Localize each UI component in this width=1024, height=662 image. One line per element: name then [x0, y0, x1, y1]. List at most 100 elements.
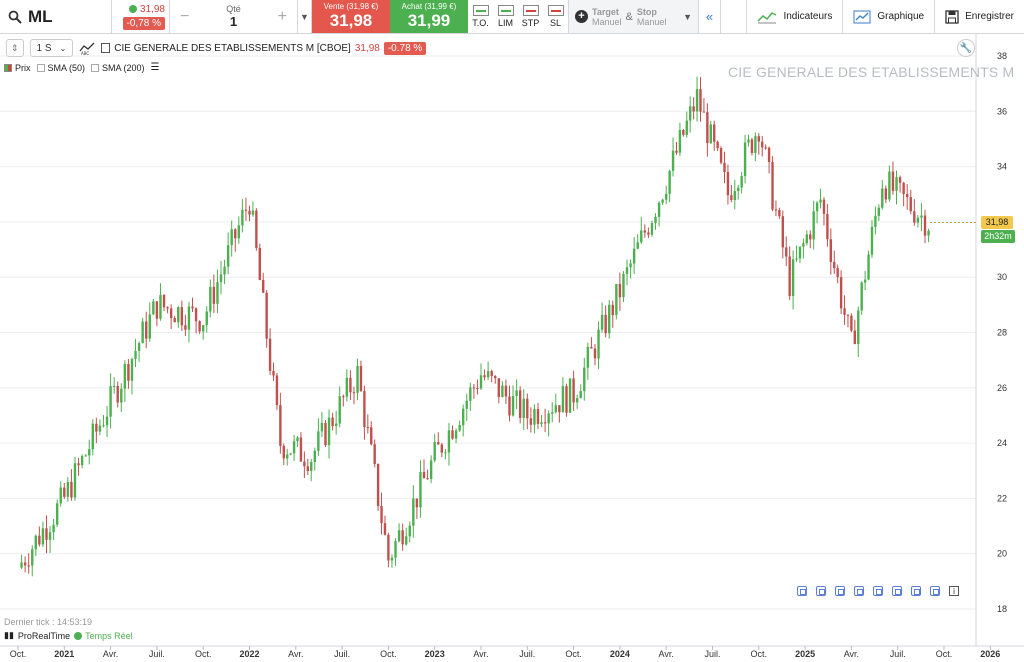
sell-button[interactable]: Vente (31,98 €) 31,98	[312, 0, 390, 33]
candle-body	[647, 232, 650, 235]
brand-label: ProRealTime	[17, 630, 71, 641]
event-icon[interactable]	[911, 586, 921, 596]
candle-body	[216, 282, 219, 304]
save-button[interactable]: Enregistrer	[934, 0, 1024, 33]
candle-body	[846, 314, 850, 316]
symbol-search[interactable]: ML	[0, 0, 112, 33]
candle-body	[255, 210, 258, 248]
candle-body	[320, 422, 324, 432]
indicators-button[interactable]: Indicateurs	[746, 0, 843, 33]
candle-body	[774, 209, 778, 211]
x-tick-label: Oct.	[936, 649, 953, 659]
info-icon[interactable]: i	[949, 586, 959, 596]
candle-body	[180, 307, 184, 326]
legend-item-sma200[interactable]: SMA (200)	[91, 63, 145, 73]
list-icon[interactable]: ☰	[150, 62, 160, 73]
candle-body	[486, 371, 490, 378]
legend-item-price[interactable]: Prix	[4, 63, 31, 73]
price-chart[interactable]: 1820222426283032343638Oct.2021Avr.Juil.O…	[0, 34, 1024, 662]
chart-type-icon: ABC	[79, 42, 95, 55]
candle-body	[483, 375, 486, 378]
sma200-checkbox[interactable]	[91, 63, 100, 72]
timeframe-select[interactable]: 1 S ⌄	[29, 39, 74, 57]
event-icon[interactable]	[930, 586, 940, 596]
candle-body	[45, 528, 48, 540]
event-icon[interactable]	[854, 586, 864, 596]
candle-body	[778, 210, 781, 217]
legend-item-sma50[interactable]: SMA (50)	[36, 63, 85, 73]
candle-body	[299, 437, 303, 462]
candle-body	[258, 247, 261, 280]
graphique-label: Graphique	[877, 11, 925, 22]
x-tick-label: Oct.	[195, 649, 212, 659]
candle-body	[282, 445, 285, 459]
instrument-name: CIE GENERALE DES ETABLISSEMENTS M [CBOE]	[114, 42, 351, 54]
candle-body	[433, 442, 436, 461]
target-stop-control[interactable]: + Target Manuel & Stop Manuel ▼	[569, 0, 699, 33]
candle-body	[678, 129, 682, 153]
candle-body	[643, 230, 647, 233]
chart-settings-button[interactable]: Graphique	[842, 0, 935, 33]
scroll-arrows-button[interactable]: ⇕	[6, 39, 24, 57]
candle-body	[920, 215, 923, 218]
candles-icon: ▮▮	[4, 630, 14, 640]
event-icon[interactable]	[835, 586, 845, 596]
candle-body	[123, 363, 127, 389]
chevron-down-icon: ▼	[683, 11, 692, 22]
last-price: 31,98	[139, 3, 165, 15]
event-icon[interactable]	[873, 586, 883, 596]
candle-body	[405, 536, 408, 545]
candle-body	[558, 405, 561, 413]
buy-button[interactable]: Achat (31,99 €) 31,99	[390, 0, 468, 33]
candle-body	[600, 314, 604, 330]
candle-body	[166, 307, 169, 309]
order-type-stp-button[interactable]: STP	[518, 0, 543, 33]
order-type-label: SL	[549, 18, 561, 28]
event-icon[interactable]	[816, 586, 826, 596]
event-icon[interactable]	[892, 586, 902, 596]
candle-body	[440, 444, 444, 453]
candle-body	[812, 211, 815, 240]
candle-body	[909, 197, 912, 212]
order-type-sl-button[interactable]: SL	[543, 0, 568, 33]
candle-body	[913, 211, 916, 223]
candle-body	[891, 171, 895, 191]
order-type-lim-button[interactable]: LIM	[493, 0, 518, 33]
candle-body	[867, 254, 870, 280]
qty-value[interactable]: 1	[229, 14, 238, 29]
svg-text:ABC: ABC	[81, 51, 89, 55]
candle-body	[292, 441, 296, 454]
candle-body	[373, 444, 376, 465]
candle-body	[241, 209, 244, 226]
sma50-checkbox[interactable]	[36, 63, 45, 72]
candle-body	[52, 524, 55, 533]
qty-plus-button[interactable]: +	[277, 7, 287, 25]
qty-minus-button[interactable]: −	[180, 7, 190, 25]
realtime-dot-icon	[74, 631, 83, 640]
candle-body	[152, 301, 155, 315]
event-icon[interactable]	[797, 586, 807, 596]
collapse-button[interactable]: «	[699, 0, 721, 33]
last-price-tag: 31,98	[981, 216, 1013, 229]
candle-body	[508, 396, 511, 416]
candle-body	[394, 541, 397, 558]
qty-label: Qté	[226, 4, 241, 14]
candle-body	[376, 464, 380, 506]
chart-type-button[interactable]: ABC	[79, 41, 95, 55]
candle-body	[761, 141, 764, 148]
candle-body	[713, 124, 716, 142]
toolbar-spacer	[721, 0, 747, 33]
candle-body	[205, 311, 208, 326]
order-type-to-button[interactable]: T.O.	[468, 0, 493, 33]
qty-dropdown-button[interactable]: ▼	[298, 0, 312, 33]
candle-body	[397, 530, 401, 542]
wrench-button[interactable]: 🔧	[957, 39, 975, 57]
candle-body	[709, 124, 712, 144]
candle-body	[363, 390, 366, 428]
countdown-tag: 2h32m	[981, 230, 1015, 243]
candle-body	[366, 427, 370, 429]
candle-body	[390, 557, 394, 561]
price-checkbox[interactable]	[4, 63, 12, 72]
candle-body	[668, 170, 671, 194]
